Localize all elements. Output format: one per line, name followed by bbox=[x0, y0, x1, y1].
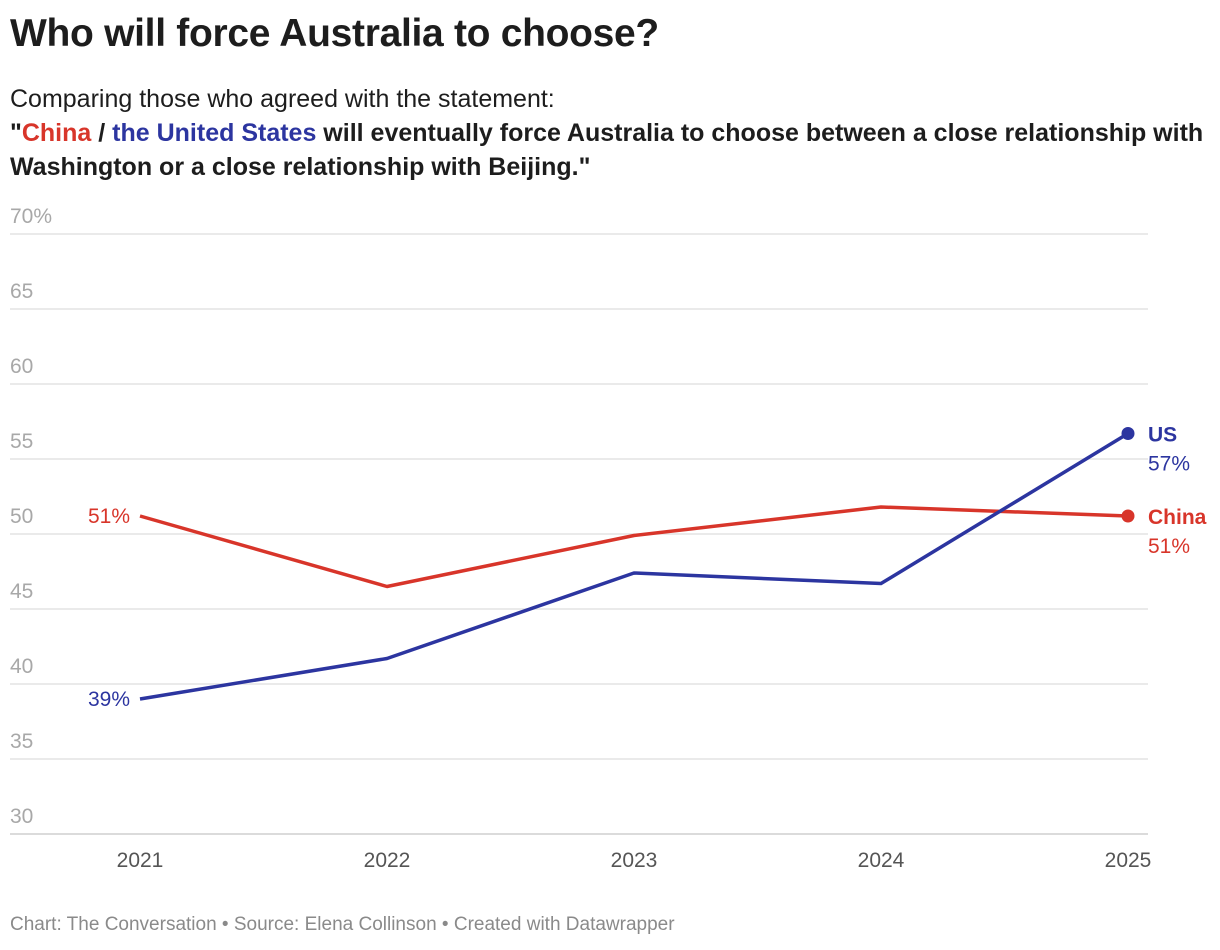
quote-mark: " bbox=[10, 119, 22, 147]
y-tick-label: 70% bbox=[10, 205, 52, 228]
us-line bbox=[139, 432, 1129, 701]
china-key: China bbox=[21, 119, 92, 147]
china-point bbox=[1121, 509, 1135, 523]
quote-rest: will eventually force Australia to choos… bbox=[10, 119, 1204, 181]
subtitle-quote: "China / the United States will eventual… bbox=[10, 119, 1203, 181]
us-start-label: 39% bbox=[88, 688, 130, 711]
subtitle-line: Comparing those who agreed with the stat… bbox=[10, 85, 555, 113]
us-series-name: US bbox=[1148, 424, 1177, 447]
y-tick-label: 55 bbox=[10, 430, 33, 453]
y-tick-label: 50 bbox=[10, 505, 33, 528]
chart-subtitle: Comparing those who agreed with the stat… bbox=[10, 82, 1215, 184]
slash: / bbox=[91, 119, 113, 147]
x-tick-label: 2023 bbox=[611, 849, 658, 872]
y-tick-label: 65 bbox=[10, 280, 33, 303]
china-end-label: 51% bbox=[1148, 535, 1190, 558]
footer-credits: Chart: The Conversation • Source: Elena … bbox=[10, 914, 675, 935]
y-tick-label: 45 bbox=[10, 580, 33, 603]
y-tick-label: 60 bbox=[10, 355, 33, 378]
us-point bbox=[1121, 427, 1135, 440]
x-tick-label: 2025 bbox=[1105, 849, 1152, 872]
chart-title: Who will force Australia to choose? bbox=[10, 12, 659, 55]
y-tick-label: 35 bbox=[10, 730, 33, 753]
us-end-label: 57% bbox=[1148, 453, 1190, 476]
china-line bbox=[139, 505, 1129, 589]
china-start-label: 51% bbox=[88, 505, 130, 528]
x-tick-label: 2022 bbox=[364, 849, 411, 872]
y-tick-label: 40 bbox=[10, 655, 33, 678]
china-series-name: China bbox=[1148, 506, 1207, 529]
us-key: the United States bbox=[112, 119, 317, 147]
x-tick-label: 2021 bbox=[117, 849, 164, 872]
x-tick-label: 2024 bbox=[858, 849, 905, 872]
y-tick-label: 30 bbox=[10, 805, 33, 828]
